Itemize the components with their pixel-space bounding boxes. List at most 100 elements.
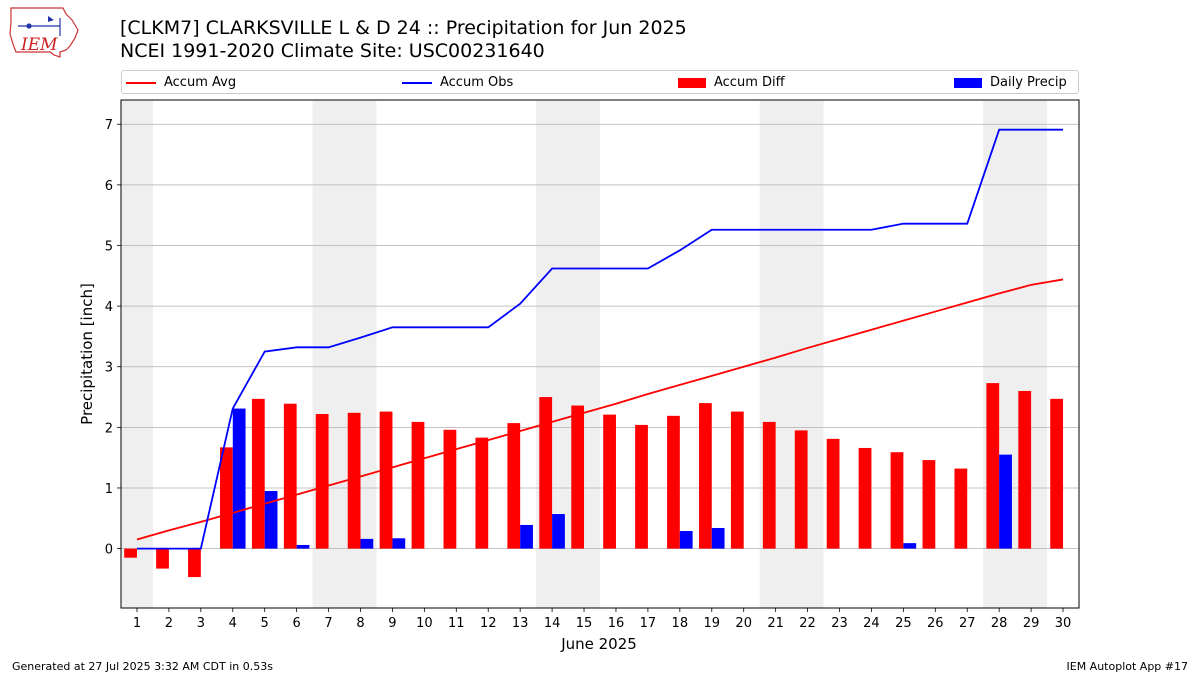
legend-item-daily-precip: Daily Precip bbox=[954, 74, 1067, 92]
accum-diff-bar bbox=[283, 403, 297, 549]
accum-diff-bar bbox=[507, 423, 521, 549]
legend-swatch bbox=[402, 81, 432, 84]
x-tick-label: 29 bbox=[1023, 616, 1040, 631]
accum-diff-bar bbox=[1018, 390, 1032, 549]
legend-swatch bbox=[126, 81, 156, 84]
x-tick-label: 23 bbox=[831, 616, 848, 631]
x-tick-label: 14 bbox=[544, 616, 561, 631]
daily-precip-bar bbox=[360, 538, 374, 549]
y-tick-label: 2 bbox=[105, 421, 113, 436]
legend-swatch bbox=[954, 77, 982, 88]
daily-precip-bar bbox=[903, 543, 917, 549]
legend-label: Daily Precip bbox=[990, 75, 1067, 90]
plot-frame bbox=[120, 99, 1080, 609]
accum-diff-bar bbox=[986, 383, 1000, 549]
footer-app: IEM Autoplot App #17 bbox=[1066, 660, 1189, 673]
accum-obs-line bbox=[136, 128, 1064, 550]
accum-diff-bar bbox=[443, 429, 457, 549]
legend-item-accum-avg: Accum Avg bbox=[126, 74, 236, 92]
y-tick-label: 0 bbox=[105, 543, 113, 558]
x-tick-label: 4 bbox=[229, 616, 237, 631]
accum-diff-bar bbox=[156, 548, 169, 569]
accum-diff-bar bbox=[730, 411, 744, 549]
daily-precip-bar bbox=[392, 538, 406, 549]
x-tick-label: 6 bbox=[292, 616, 300, 631]
x-tick-label: 22 bbox=[799, 616, 816, 631]
x-tick-label: 17 bbox=[640, 616, 657, 631]
legend-label: Accum Obs bbox=[440, 75, 514, 90]
accum-diff-bar bbox=[954, 468, 968, 549]
accum-diff-bar bbox=[635, 424, 648, 549]
footer-generated: Generated at 27 Jul 2025 3:32 AM CDT in … bbox=[12, 660, 273, 673]
accum-diff-bar bbox=[794, 430, 808, 549]
accum-diff-bar bbox=[475, 437, 489, 549]
x-tick-label: 15 bbox=[576, 616, 593, 631]
accum-diff-bar bbox=[890, 452, 904, 549]
daily-precip-bar bbox=[711, 527, 725, 549]
daily-precip-bar bbox=[999, 454, 1012, 549]
x-tick-label: 8 bbox=[356, 616, 364, 631]
accum-avg-line bbox=[136, 278, 1064, 541]
x-tick-label: 11 bbox=[448, 616, 465, 631]
x-tick-label: 5 bbox=[261, 616, 269, 631]
x-tick-label: 1 bbox=[133, 616, 141, 631]
x-tick-label: 27 bbox=[959, 616, 976, 631]
accum-diff-bar bbox=[698, 403, 712, 549]
x-tick-label: 25 bbox=[895, 616, 912, 631]
x-tick-label: 26 bbox=[927, 616, 944, 631]
accum-diff-bar bbox=[347, 412, 361, 549]
accum-diff-bar bbox=[124, 548, 137, 558]
y-axis-label: Precipitation [inch] bbox=[78, 283, 96, 425]
legend-item-accum-obs: Accum Obs bbox=[402, 74, 513, 92]
x-tick-label: 21 bbox=[767, 616, 784, 631]
x-tick-label: 16 bbox=[608, 616, 625, 631]
y-tick-label: 3 bbox=[105, 361, 113, 376]
y-tick-label: 4 bbox=[105, 300, 113, 315]
x-tick-label: 7 bbox=[324, 616, 332, 631]
x-tick-label: 30 bbox=[1055, 616, 1072, 631]
accum-diff-bar bbox=[922, 460, 936, 549]
iem-logo: IEM bbox=[9, 7, 79, 58]
x-tick-label: 12 bbox=[480, 616, 497, 631]
accum-diff-bar bbox=[667, 415, 680, 549]
x-tick-label: 20 bbox=[735, 616, 752, 631]
daily-precip-bar bbox=[520, 524, 533, 549]
y-tick-label: 7 bbox=[105, 118, 113, 133]
daily-precip-bar bbox=[264, 491, 278, 549]
accum-diff-bar bbox=[411, 421, 425, 549]
logo-text: IEM bbox=[20, 35, 58, 55]
accum-diff-bar bbox=[762, 421, 776, 549]
daily-precip-bar bbox=[296, 544, 310, 549]
daily-precip-bar bbox=[232, 408, 246, 549]
daily-precip-bar bbox=[679, 531, 693, 549]
x-tick-label: 24 bbox=[863, 616, 880, 631]
legend-label: Accum Diff bbox=[714, 75, 785, 90]
x-tick-label: 3 bbox=[197, 616, 205, 631]
weekend-shade bbox=[121, 100, 153, 608]
x-tick-label: 19 bbox=[703, 616, 720, 631]
daily-precip-bar bbox=[552, 514, 565, 549]
chart-subtitle: NCEI 1991-2020 Climate Site: USC00231640 bbox=[120, 40, 545, 62]
x-tick-label: 9 bbox=[388, 616, 396, 631]
chart-title: [CLKM7] CLARKSVILLE L & D 24 :: Precipit… bbox=[120, 17, 687, 39]
legend: Accum Avg Accum Obs Accum Diff Daily Pre… bbox=[121, 70, 1079, 94]
legend-swatch bbox=[678, 77, 706, 88]
legend-item-accum-diff: Accum Diff bbox=[678, 74, 785, 92]
legend-label: Accum Avg bbox=[164, 75, 237, 90]
accum-diff-bar bbox=[251, 398, 265, 549]
accum-diff-bar bbox=[539, 397, 553, 549]
x-tick-label: 10 bbox=[416, 616, 433, 631]
accum-diff-bar bbox=[571, 405, 585, 549]
accum-diff-bar bbox=[1050, 398, 1064, 549]
accum-diff-bar bbox=[858, 447, 872, 549]
x-tick-label: 28 bbox=[991, 616, 1008, 631]
accum-diff-bar bbox=[603, 414, 616, 549]
x-tick-label: 18 bbox=[672, 616, 689, 631]
accum-diff-bar bbox=[188, 548, 201, 578]
accum-diff-bar bbox=[826, 438, 840, 549]
x-axis-label: June 2025 bbox=[560, 635, 637, 653]
y-tick-label: 5 bbox=[105, 239, 113, 254]
accum-diff-bar bbox=[219, 447, 233, 549]
x-tick-label: 2 bbox=[165, 616, 173, 631]
